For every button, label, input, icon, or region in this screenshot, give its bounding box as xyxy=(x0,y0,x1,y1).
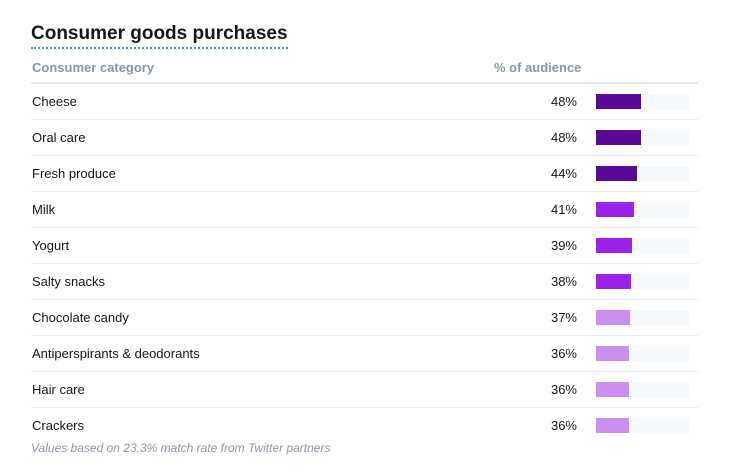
percent-value: 48% xyxy=(550,130,577,145)
percent-value: 48% xyxy=(550,94,577,109)
percent-value: 38% xyxy=(550,274,577,289)
bar-track xyxy=(596,346,689,361)
category-label: Antiperspirants & deodorants xyxy=(32,346,200,361)
table-row: Yogurt 39% xyxy=(31,228,698,264)
table-row: Fresh produce 44% xyxy=(31,156,698,192)
column-header-category: Consumer category xyxy=(32,60,155,75)
table-row: Oral care 48% xyxy=(31,120,698,156)
category-label: Milk xyxy=(32,202,56,217)
table-row: Cheese 48% xyxy=(31,84,698,120)
panel-title[interactable]: Consumer goods purchases xyxy=(31,22,288,49)
bar-fill xyxy=(596,418,630,433)
percent-value: 44% xyxy=(550,166,577,181)
percent-value: 36% xyxy=(550,418,577,433)
percent-value: 41% xyxy=(550,202,577,217)
table-row: Antiperspirants & deodorants 36% xyxy=(31,336,698,372)
percent-value: 36% xyxy=(550,346,577,361)
table-row: Salty snacks 38% xyxy=(31,264,698,300)
bar-track xyxy=(596,418,689,433)
table-row: Crackers 36% xyxy=(31,408,698,443)
bar-track xyxy=(596,130,689,145)
bar-fill xyxy=(596,202,635,217)
table-row: Milk 41% xyxy=(31,192,698,228)
category-label: Fresh produce xyxy=(32,166,116,181)
bar-track xyxy=(596,382,689,397)
bar-fill xyxy=(596,346,630,361)
column-header-percent: % of audience xyxy=(494,60,582,75)
bar-fill xyxy=(596,382,630,397)
category-label: Yogurt xyxy=(32,238,70,253)
category-table: Cheese 48% Oral care 48% Fresh produce 4… xyxy=(31,84,698,443)
bar-track xyxy=(596,166,689,181)
bar-track xyxy=(596,274,689,289)
bar-track xyxy=(596,202,689,217)
bar-fill xyxy=(596,130,641,145)
table-row: Chocolate candy 37% xyxy=(31,300,698,336)
category-label: Crackers xyxy=(32,418,85,433)
percent-value: 37% xyxy=(550,310,577,325)
category-label: Oral care xyxy=(32,130,86,145)
bar-track xyxy=(596,310,689,325)
bar-fill xyxy=(596,94,641,109)
category-label: Cheese xyxy=(32,94,77,109)
percent-value: 39% xyxy=(550,238,577,253)
footnote: Values based on 23.3% match rate from Tw… xyxy=(31,441,331,455)
consumer-goods-panel: Consumer goods purchases Consumer catego… xyxy=(31,22,698,443)
table-row: Hair care 36% xyxy=(31,372,698,408)
table-header: Consumer category % of audience xyxy=(31,56,698,84)
bar-track xyxy=(596,238,689,253)
bar-track xyxy=(596,94,689,109)
bar-fill xyxy=(596,274,632,289)
category-label: Salty snacks xyxy=(32,274,105,289)
bar-fill xyxy=(596,166,637,181)
bar-fill xyxy=(596,238,633,253)
category-label: Hair care xyxy=(32,382,85,397)
bar-fill xyxy=(596,310,631,325)
category-label: Chocolate candy xyxy=(32,310,129,325)
percent-value: 36% xyxy=(550,382,577,397)
